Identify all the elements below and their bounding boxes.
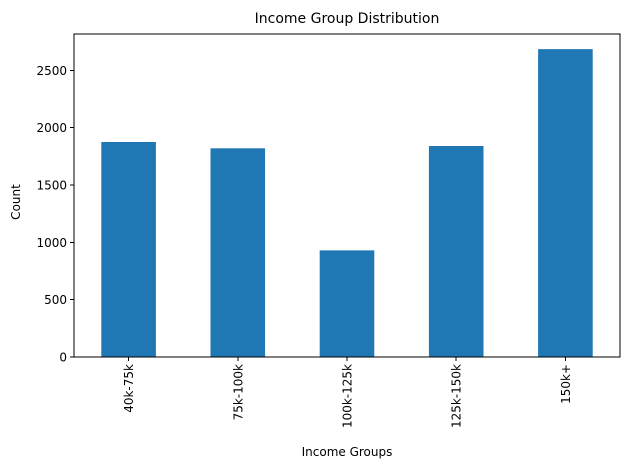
x-tick-label-40k-75k: 40k-75k (122, 364, 136, 413)
x-axis-ticks: 40k-75k 75k-100k 100k-125k 125k-150k 150k+ (122, 357, 573, 428)
y-axis-ticks: 0 500 1000 1500 2000 2500 (36, 64, 74, 365)
x-tick-label-100k-125k: 100k-125k (341, 364, 355, 428)
bar-100k-125k (319, 250, 375, 357)
plot-frame (73, 33, 621, 358)
bars-group (101, 49, 593, 357)
x-tick-label-150k: 150k+ (559, 364, 573, 404)
y-tick-label: 1500 (36, 179, 67, 193)
x-tick-label-75k-100k: 75k-100k (231, 364, 245, 420)
x-tick-label-125k-150k: 125k-150k (450, 364, 464, 428)
axes-spines (73, 33, 621, 358)
y-tick-label: 0 (59, 351, 67, 365)
bar-40k-75k (101, 142, 156, 357)
bar-125k-150k (428, 146, 484, 357)
bar-150k (538, 49, 593, 357)
chart-title: Income Group Distribution (255, 11, 440, 27)
y-tick-label: 2000 (36, 121, 67, 135)
x-axis-label: Income Groups (302, 445, 393, 459)
y-tick-label: 1000 (36, 236, 67, 250)
y-tick-label: 2500 (36, 64, 67, 78)
y-axis-label: Count (9, 184, 23, 220)
bar-75k-100k (210, 148, 266, 357)
y-tick-label: 500 (44, 293, 67, 307)
